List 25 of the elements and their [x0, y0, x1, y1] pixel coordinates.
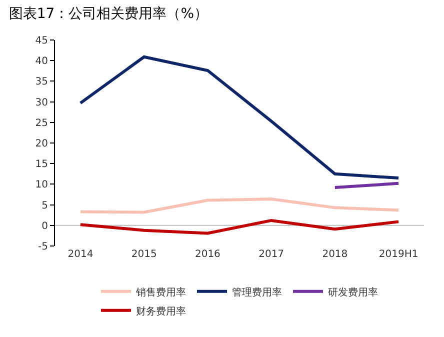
x-tick-label: 2017: [258, 249, 284, 260]
legend-label: 财务费用率: [136, 305, 186, 318]
y-tick-label: 15: [35, 159, 48, 170]
y-tick-label: -5: [38, 242, 48, 252]
x-tick-label: 2014: [68, 249, 94, 260]
line-series: [78, 55, 400, 180]
y-tick-label: 40: [35, 56, 48, 68]
y-tick-label: 5: [42, 200, 48, 212]
y-tick-label: 35: [35, 76, 48, 88]
legend-label: 管理费用率: [232, 286, 282, 298]
y-tick-label: 30: [35, 97, 48, 108]
x-tick-label: 2015: [131, 249, 157, 260]
y-tick-label: 45: [35, 36, 48, 46]
y-tick-label: 25: [35, 118, 48, 129]
x-tick-label: 2019H1: [378, 249, 418, 260]
y-tick-label: 20: [35, 138, 48, 150]
y-tick-label: 0: [42, 220, 48, 232]
legend-label: 研发费用率: [328, 286, 378, 298]
line-series: [78, 218, 400, 235]
x-tick-label: 2016: [194, 249, 220, 260]
legend-label: 销售费用率: [135, 286, 186, 298]
chart-title: 图表17：公司相关费用率（%）: [8, 6, 208, 22]
y-tick-label: 10: [35, 180, 48, 191]
x-tick-label: 2018: [322, 249, 348, 260]
line-series: [78, 198, 400, 214]
